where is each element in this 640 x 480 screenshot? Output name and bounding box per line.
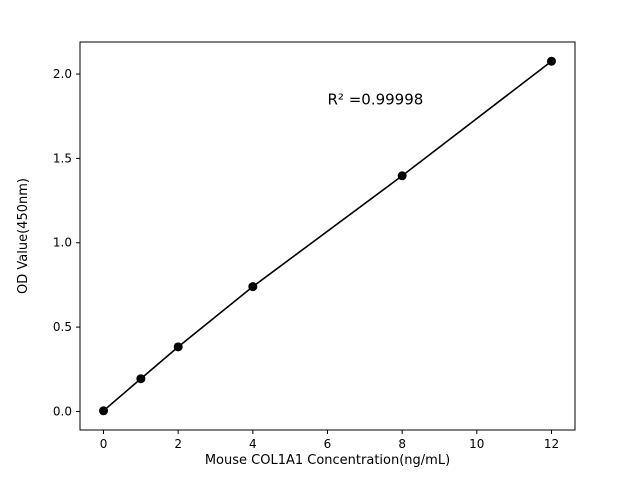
x-axis-tick-label: 6 [324, 437, 332, 451]
y-axis-tick-label: 0.0 [53, 404, 72, 418]
x-axis-tick-label: 2 [174, 437, 182, 451]
data-point-marker [99, 406, 109, 416]
x-axis-tick-label: 0 [100, 437, 108, 451]
data-point-marker [173, 342, 183, 352]
regression-line [102, 60, 552, 412]
y-axis-tick-label: 1.0 [53, 236, 72, 250]
x-axis-tick-label: 4 [249, 437, 257, 451]
y-axis-label: OD Value(450nm) [16, 178, 31, 294]
x-axis-tick-label: 8 [398, 437, 406, 451]
y-axis-tick-label: 1.5 [53, 151, 72, 165]
y-axis-tick-label: 2.0 [53, 67, 72, 81]
data-point-marker [248, 282, 258, 292]
x-axis-tick-label: 10 [469, 437, 484, 451]
y-axis-tick-label: 0.5 [53, 320, 72, 334]
r-squared-annotation: R² =0.99998 [328, 90, 424, 108]
data-point-marker [136, 374, 146, 384]
data-point-marker [397, 171, 407, 181]
data-point-marker [546, 56, 556, 66]
x-axis-tick-label: 12 [544, 437, 559, 451]
x-axis-label: Mouse COL1A1 Concentration(ng/mL) [205, 453, 450, 468]
